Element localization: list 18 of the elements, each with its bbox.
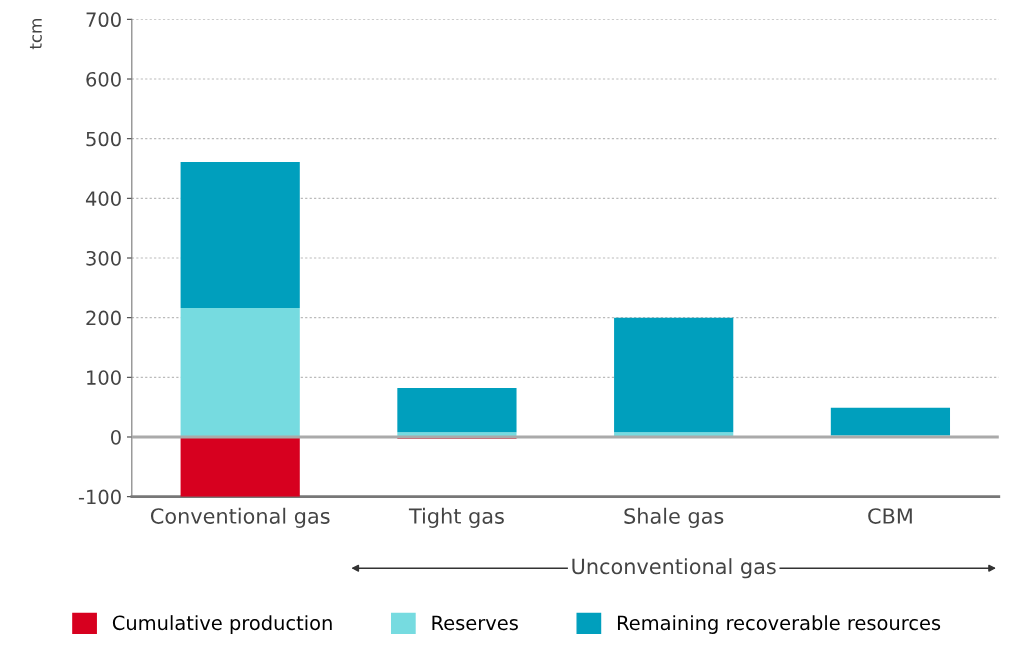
y-tick-label: -100	[78, 489, 121, 505]
y-tick-label: 500	[86, 131, 121, 147]
legend-label: Cumulative production	[112, 615, 332, 634]
x-tick-label: Conventional gas	[150, 507, 330, 528]
y-tick-label: 400	[85, 191, 121, 206]
text: Unconventional gas	[572, 558, 776, 579]
y-tick-label: 200	[86, 310, 121, 326]
y-tick-label: 0	[111, 429, 121, 445]
x-tick-label: Shale gas	[624, 507, 724, 528]
legend-label: Reserves	[432, 615, 518, 631]
y-tick-label: 300	[86, 250, 121, 266]
y-tick-label: 700	[86, 12, 121, 28]
y-tick-label: 600	[86, 71, 121, 87]
x-tick-label: CBM	[868, 508, 912, 524]
y-axis-title: tcm	[29, 19, 42, 50]
y-tick-label: 100	[87, 370, 121, 385]
x-tick-label: Tight gas	[408, 507, 504, 528]
legend-label: Remaining recoverable resources	[617, 615, 941, 634]
